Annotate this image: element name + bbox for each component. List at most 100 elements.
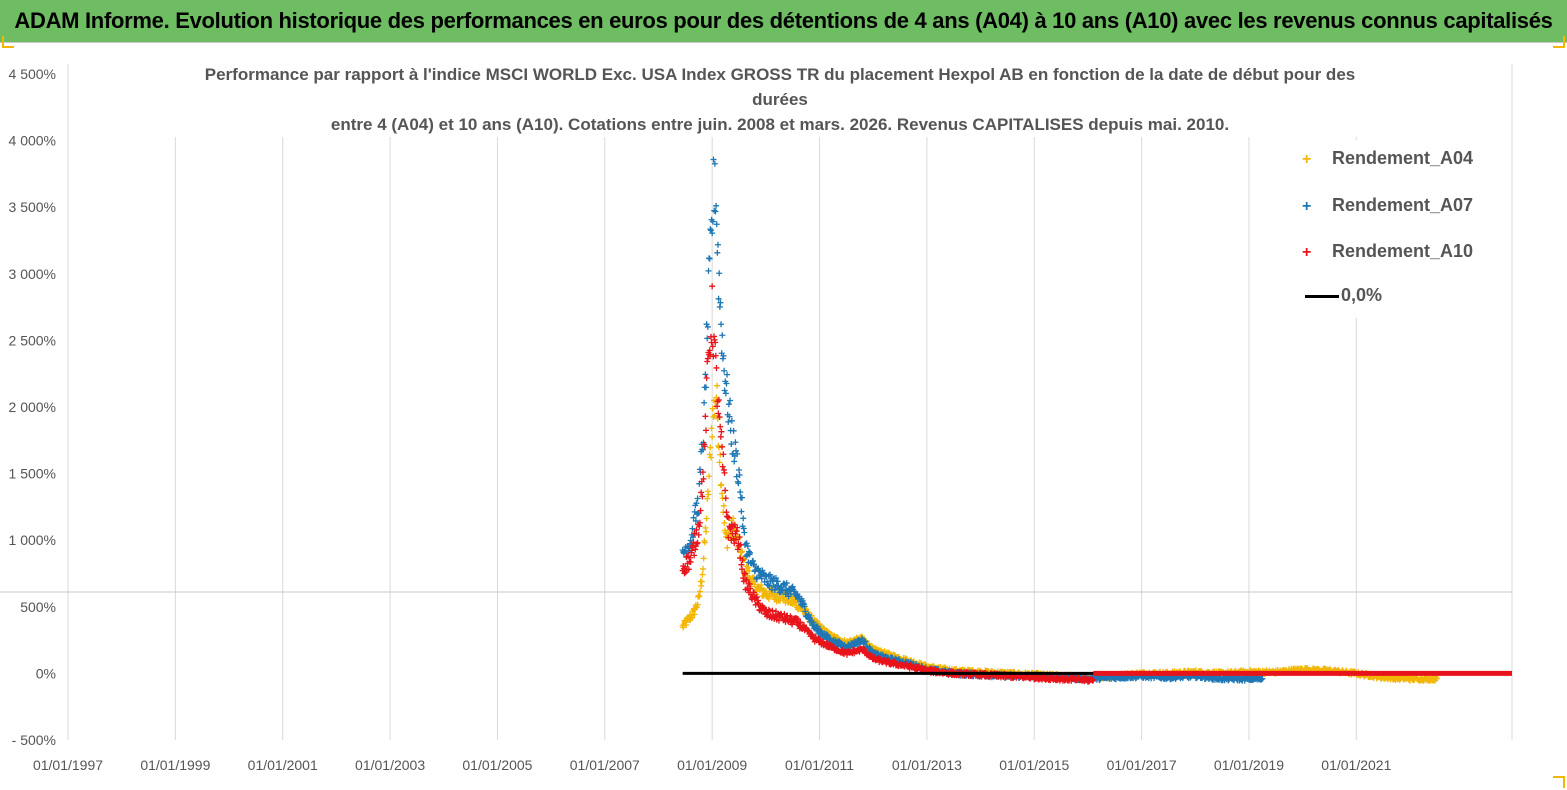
data-point (725, 514, 732, 521)
legend-item-a07: + Rendement_A07 (1302, 195, 1473, 216)
series-rendement-a07 (679, 156, 1266, 684)
data-point (707, 454, 714, 461)
data-point (713, 202, 720, 209)
data-point (1090, 677, 1097, 684)
data-point (714, 382, 721, 389)
legend-label-zero: 0,0% (1341, 285, 1383, 305)
data-point (1433, 675, 1440, 682)
data-point (709, 433, 716, 440)
data-point (723, 380, 730, 387)
data-point (732, 439, 739, 446)
data-point (693, 526, 700, 533)
data-point (711, 207, 718, 214)
data-point (699, 469, 706, 476)
series-rendement-a04 (679, 382, 1440, 684)
data-point (715, 410, 722, 417)
data-point (1259, 675, 1266, 682)
x-tick-label: 01/01/2021 (1321, 757, 1391, 773)
data-point (739, 557, 746, 564)
data-point (702, 427, 709, 434)
data-point (712, 352, 719, 359)
y-tick-label: 2 500% (9, 332, 56, 348)
data-point (738, 566, 745, 573)
data-point (690, 514, 697, 521)
x-tick-label: 01/01/2017 (1107, 757, 1177, 773)
page-banner: ADAM Informe. Evolution historique des p… (0, 0, 1567, 43)
data-point (779, 587, 786, 594)
data-point (734, 546, 741, 553)
data-point (698, 489, 705, 496)
y-tick-label: 1 500% (9, 466, 56, 482)
data-point (731, 458, 738, 465)
data-point (694, 539, 701, 546)
data-point (711, 160, 718, 167)
data-point (743, 553, 750, 560)
banner-title: ADAM Informe. Evolution historique des p… (14, 8, 1553, 33)
data-point (725, 534, 732, 541)
data-point (717, 433, 724, 440)
data-point (753, 593, 760, 600)
grid-lines (67, 64, 1513, 740)
data-point (797, 619, 804, 626)
data-point (725, 418, 732, 425)
data-point (694, 495, 701, 502)
data-point (724, 544, 731, 551)
legend-item-a10: + Rendement_A10 (1302, 241, 1473, 262)
y-tick-label: 500% (20, 599, 56, 615)
data-point (741, 571, 748, 578)
data-point (704, 495, 711, 502)
data-point (693, 500, 700, 507)
data-point (716, 270, 723, 277)
data-point (699, 446, 706, 453)
data-point (706, 473, 713, 480)
data-point (734, 524, 741, 531)
data-point (736, 472, 743, 479)
data-point (689, 534, 696, 541)
y-tick-label: 4 500% (9, 66, 56, 82)
data-point (722, 487, 729, 494)
data-point (701, 539, 708, 546)
x-tick-label: 01/01/2001 (248, 757, 318, 773)
data-point (738, 508, 745, 515)
y-tick-label: 1 000% (9, 532, 56, 548)
data-point (765, 595, 772, 602)
x-tick-label: 01/01/2009 (677, 757, 747, 773)
data-point (706, 255, 713, 262)
data-point (727, 397, 734, 404)
x-tick-label: 01/01/2007 (570, 757, 640, 773)
data-point (758, 575, 765, 582)
data-point (734, 450, 741, 457)
data-point (724, 371, 731, 378)
data-point (738, 548, 745, 555)
x-tick-label: 01/01/2015 (999, 757, 1069, 773)
data-point (715, 295, 722, 302)
data-point (733, 536, 740, 543)
data-point (725, 401, 732, 408)
data-point (717, 423, 724, 430)
x-axis-ticks: 01/01/1997 01/01/1999 01/01/2001 01/01/2003… (33, 757, 1392, 773)
data-point (772, 608, 779, 615)
data-point (722, 495, 729, 502)
x-tick-label: 01/01/2005 (462, 757, 532, 773)
data-point (713, 221, 720, 228)
data-point (683, 622, 690, 629)
data-point (710, 413, 717, 420)
legend-marker-zero (1305, 294, 1339, 298)
data-point (740, 515, 747, 522)
data-point (720, 352, 727, 359)
data-point (810, 619, 817, 626)
data-point (737, 489, 744, 496)
legend-item-a04: + Rendement_A04 (1302, 148, 1473, 169)
data-point (681, 570, 688, 577)
legend-label-a04: Rendement_A04 (1332, 148, 1474, 168)
data-point (710, 156, 717, 163)
data-point (796, 620, 803, 627)
data-point (703, 515, 710, 522)
data-point (708, 425, 715, 432)
data-point (733, 447, 740, 454)
data-point (694, 601, 701, 608)
data-point (711, 412, 718, 419)
data-point (721, 469, 728, 476)
data-point (724, 513, 731, 520)
data-point (719, 332, 726, 339)
